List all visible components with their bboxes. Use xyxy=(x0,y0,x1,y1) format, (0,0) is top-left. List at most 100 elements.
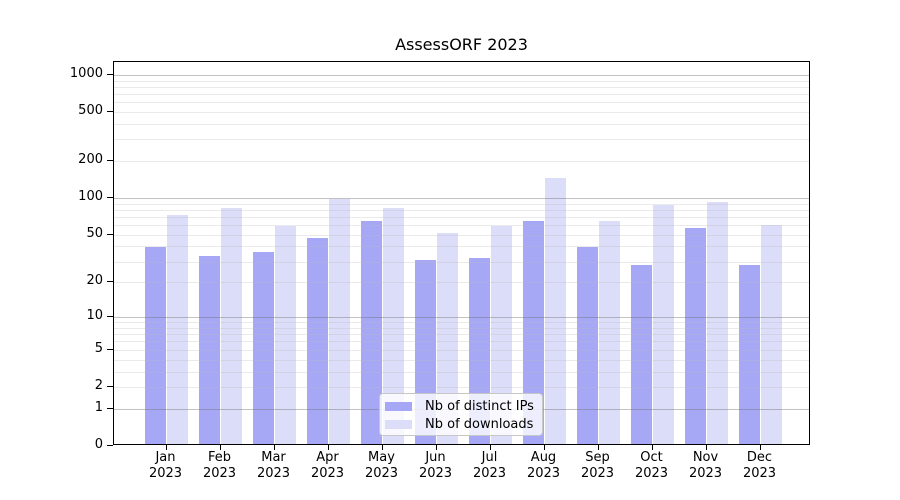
minor-gridline xyxy=(114,86,809,88)
minor-gridline xyxy=(114,102,809,104)
legend-swatch-downloads xyxy=(385,419,412,429)
x-tick-label-nov: Nov 2023 xyxy=(676,450,736,482)
y-tick-mark xyxy=(107,281,113,283)
bar-nb-of-downloads-aug xyxy=(544,178,567,444)
bar-nb-of-downloads-mar xyxy=(274,225,297,444)
x-tick-label-feb: Feb 2023 xyxy=(190,450,250,482)
legend-entry-distinct-ips: Nb of distinct IPs xyxy=(385,397,536,415)
x-tick-month: Mar xyxy=(261,450,286,465)
major-gridline xyxy=(114,317,809,319)
x-tick-month: Feb xyxy=(207,450,232,465)
x-tick-mark xyxy=(327,445,329,450)
minor-gridline xyxy=(114,334,809,336)
bar-nb-of-distinct-ips-feb xyxy=(198,256,221,444)
legend-entry-downloads: Nb of downloads xyxy=(385,415,536,433)
bar-nb-of-distinct-ips-may xyxy=(360,220,383,444)
x-tick-year: 2023 xyxy=(202,466,237,481)
x-tick-month: Oct xyxy=(640,450,663,465)
minor-gridline xyxy=(114,234,809,236)
x-tick-year: 2023 xyxy=(634,466,669,481)
x-tick-mark xyxy=(705,445,707,450)
bar-nb-of-downloads-may xyxy=(382,207,405,444)
y-tick-label: 100 xyxy=(78,189,103,205)
bar-nb-of-distinct-ips-sep xyxy=(576,247,599,444)
x-tick-year: 2023 xyxy=(256,466,291,481)
x-tick-month: Jul xyxy=(481,450,498,465)
minor-gridline xyxy=(114,123,809,125)
bar-nb-of-distinct-ips-oct xyxy=(630,265,653,444)
x-tick-mark xyxy=(273,445,275,450)
x-tick-mark xyxy=(597,445,599,450)
minor-gridline xyxy=(114,246,809,248)
plot-area xyxy=(113,61,810,445)
minor-gridline xyxy=(114,112,809,114)
y-tick-mark xyxy=(107,348,113,350)
minor-gridline xyxy=(114,282,809,284)
x-tick-year: 2023 xyxy=(310,466,345,481)
y-tick-label: 0 xyxy=(94,437,103,452)
x-tick-year: 2023 xyxy=(580,466,615,481)
y-tick-label: 200 xyxy=(78,152,103,168)
x-tick-label-jul: Jul 2023 xyxy=(460,450,520,482)
y-tick-label: 2 xyxy=(94,377,103,393)
bar-nb-of-distinct-ips-apr xyxy=(306,238,329,444)
x-tick-year: 2023 xyxy=(688,466,723,481)
x-tick-month: Jan xyxy=(155,450,176,465)
x-tick-month: Nov xyxy=(692,450,719,465)
x-tick-year: 2023 xyxy=(418,466,453,481)
minor-gridline xyxy=(114,322,809,324)
bar-nb-of-downloads-sep xyxy=(598,220,621,444)
bar-nb-of-distinct-ips-aug xyxy=(522,220,545,444)
x-tick-label-dec: Dec 2023 xyxy=(730,450,790,482)
bar-nb-of-downloads-jun xyxy=(436,232,459,444)
x-tick-month: Apr xyxy=(316,450,339,465)
major-gridline xyxy=(114,198,809,200)
legend-label-distinct-ips: Nb of distinct IPs xyxy=(425,398,534,414)
x-tick-mark xyxy=(543,445,545,450)
x-tick-label-sep: Sep 2023 xyxy=(568,450,628,482)
x-tick-mark xyxy=(489,445,491,450)
chart-title: AssessORF 2023 xyxy=(395,35,528,54)
minor-gridline xyxy=(114,359,809,361)
y-tick-mark xyxy=(107,407,113,409)
minor-gridline xyxy=(114,216,809,218)
x-tick-label-may: May 2023 xyxy=(352,450,412,482)
x-tick-mark xyxy=(651,445,653,450)
minor-gridline xyxy=(114,327,809,329)
minor-gridline xyxy=(114,341,809,343)
minor-gridline xyxy=(114,93,809,95)
bar-nb-of-distinct-ips-dec xyxy=(738,265,761,444)
y-tick-label: 5 xyxy=(94,340,103,356)
bar-nb-of-downloads-jul xyxy=(490,225,513,444)
minor-gridline xyxy=(114,209,809,211)
y-tick-label: 20 xyxy=(86,273,103,289)
x-tick-month: Dec xyxy=(746,450,773,465)
minor-gridline xyxy=(114,139,809,141)
x-tick-year: 2023 xyxy=(742,466,777,481)
x-tick-label-jan: Jan 2023 xyxy=(136,450,196,482)
bar-nb-of-distinct-ips-jan xyxy=(144,247,167,444)
y-tick-label: 1 xyxy=(94,399,103,415)
x-tick-label-jun: Jun 2023 xyxy=(406,450,466,482)
x-tick-year: 2023 xyxy=(364,466,399,481)
minor-gridline xyxy=(114,203,809,205)
bar-nb-of-downloads-dec xyxy=(760,224,783,444)
x-tick-year: 2023 xyxy=(148,466,183,481)
y-tick-mark xyxy=(107,160,113,162)
x-tick-month: Aug xyxy=(530,450,557,465)
y-tick-label: 500 xyxy=(78,103,103,119)
x-tick-label-oct: Oct 2023 xyxy=(622,450,682,482)
minor-gridline xyxy=(114,349,809,351)
minor-gridline xyxy=(114,161,809,163)
minor-gridline xyxy=(114,261,809,263)
legend-swatch-distinct-ips xyxy=(385,401,412,411)
x-tick-year: 2023 xyxy=(472,466,507,481)
bar-nb-of-downloads-oct xyxy=(652,205,675,444)
y-tick-mark xyxy=(107,111,113,113)
bar-nb-of-distinct-ips-mar xyxy=(252,251,275,444)
bar-nb-of-downloads-jan xyxy=(166,215,189,444)
y-tick-mark xyxy=(107,445,113,446)
y-tick-label: 10 xyxy=(86,308,103,324)
bar-nb-of-downloads-feb xyxy=(220,207,243,444)
